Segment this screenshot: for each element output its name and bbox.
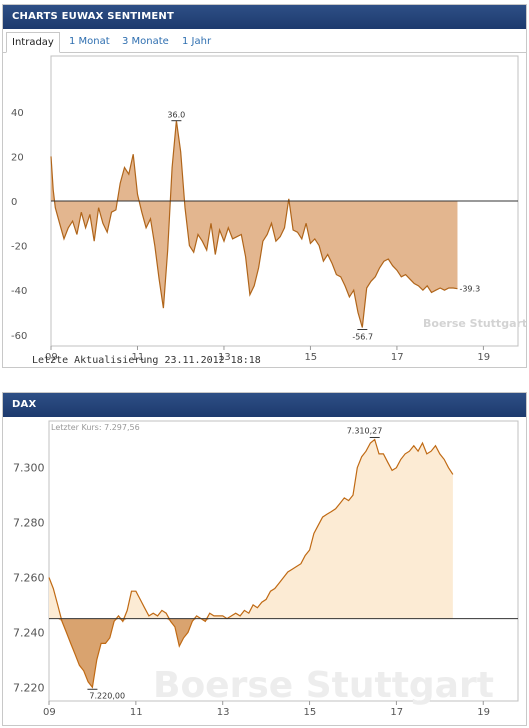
sentiment-update-text: Letzte Aktualisierung 23.11.2012 18:18: [32, 355, 261, 366]
y-tick-label: 7.240: [13, 626, 45, 639]
y-tick-label: 0: [11, 197, 17, 208]
sentiment-tabs: Intraday 1 Monat 3 Monate 1 Jahr: [3, 32, 526, 53]
y-tick-label: 7.220: [13, 681, 45, 694]
tab-3-monate[interactable]: 3 Monate: [122, 36, 169, 47]
y-tick-label: 7.280: [13, 517, 45, 530]
x-tick-label: 13: [217, 707, 230, 718]
y-tick-label: 7.260: [13, 571, 45, 584]
dax-panel: DAX Letzter Kurs: 7.297,56 Boerse Stuttg…: [2, 392, 527, 726]
y-tick-label: -60: [11, 331, 27, 342]
sentiment-header: CHARTS EUWAX SENTIMENT: [3, 5, 526, 29]
sentiment-chart: 40 20 0 -20 -40 -60 09 11 13 15 17 19 36.0 -56.7 -39.…: [11, 55, 526, 366]
sentiment-line: [50, 120, 458, 328]
x-tick-label: 17: [390, 707, 403, 718]
dax-chart: Letzter Kurs: 7.297,56 Boerse Stuttgart …: [13, 420, 519, 718]
sentiment-panel: CHARTS EUWAX SENTIMENT Intraday 1 Monat …: [2, 4, 527, 368]
x-tick-label: 09: [43, 707, 56, 718]
y-tick-label: -20: [11, 242, 27, 253]
x-tick-label: 19: [477, 707, 490, 718]
dax-last-price: Letzter Kurs: 7.297,56: [51, 423, 140, 432]
max-label: 36.0: [167, 111, 185, 120]
tab-1-monat[interactable]: 1 Monat: [69, 36, 110, 47]
sentiment-area: [51, 120, 458, 328]
y-tick-label: 20: [11, 152, 24, 163]
last-label: -39.3: [459, 285, 480, 294]
x-tick-label: 11: [130, 707, 143, 718]
x-tick-label: 11: [131, 352, 144, 363]
x-tick-label: 15: [304, 707, 317, 718]
x-tick-label: 09: [45, 352, 58, 363]
x-tick-label: 13: [218, 352, 231, 363]
y-tick-label: -40: [11, 286, 27, 297]
dax-watermark: Boerse Stuttgart: [153, 665, 494, 706]
dax-area-below: [49, 618, 453, 688]
min-label: 7.220,00: [89, 691, 125, 700]
x-tick-label: 15: [304, 352, 317, 363]
sentiment-watermark: Boerse Stuttgart: [423, 317, 526, 330]
tab-intraday[interactable]: Intraday: [6, 32, 60, 53]
y-tick-label: 7.300: [13, 462, 45, 475]
dax-header: DAX: [3, 393, 526, 417]
y-tick-label: 40: [11, 108, 24, 119]
x-tick-label: 17: [391, 352, 404, 363]
x-tick-label: 19: [477, 352, 490, 363]
max-label: 7.310,27: [347, 426, 383, 435]
dax-area-above: [49, 439, 453, 619]
tab-1-jahr[interactable]: 1 Jahr: [182, 36, 212, 47]
min-label: -56.7: [352, 332, 373, 341]
